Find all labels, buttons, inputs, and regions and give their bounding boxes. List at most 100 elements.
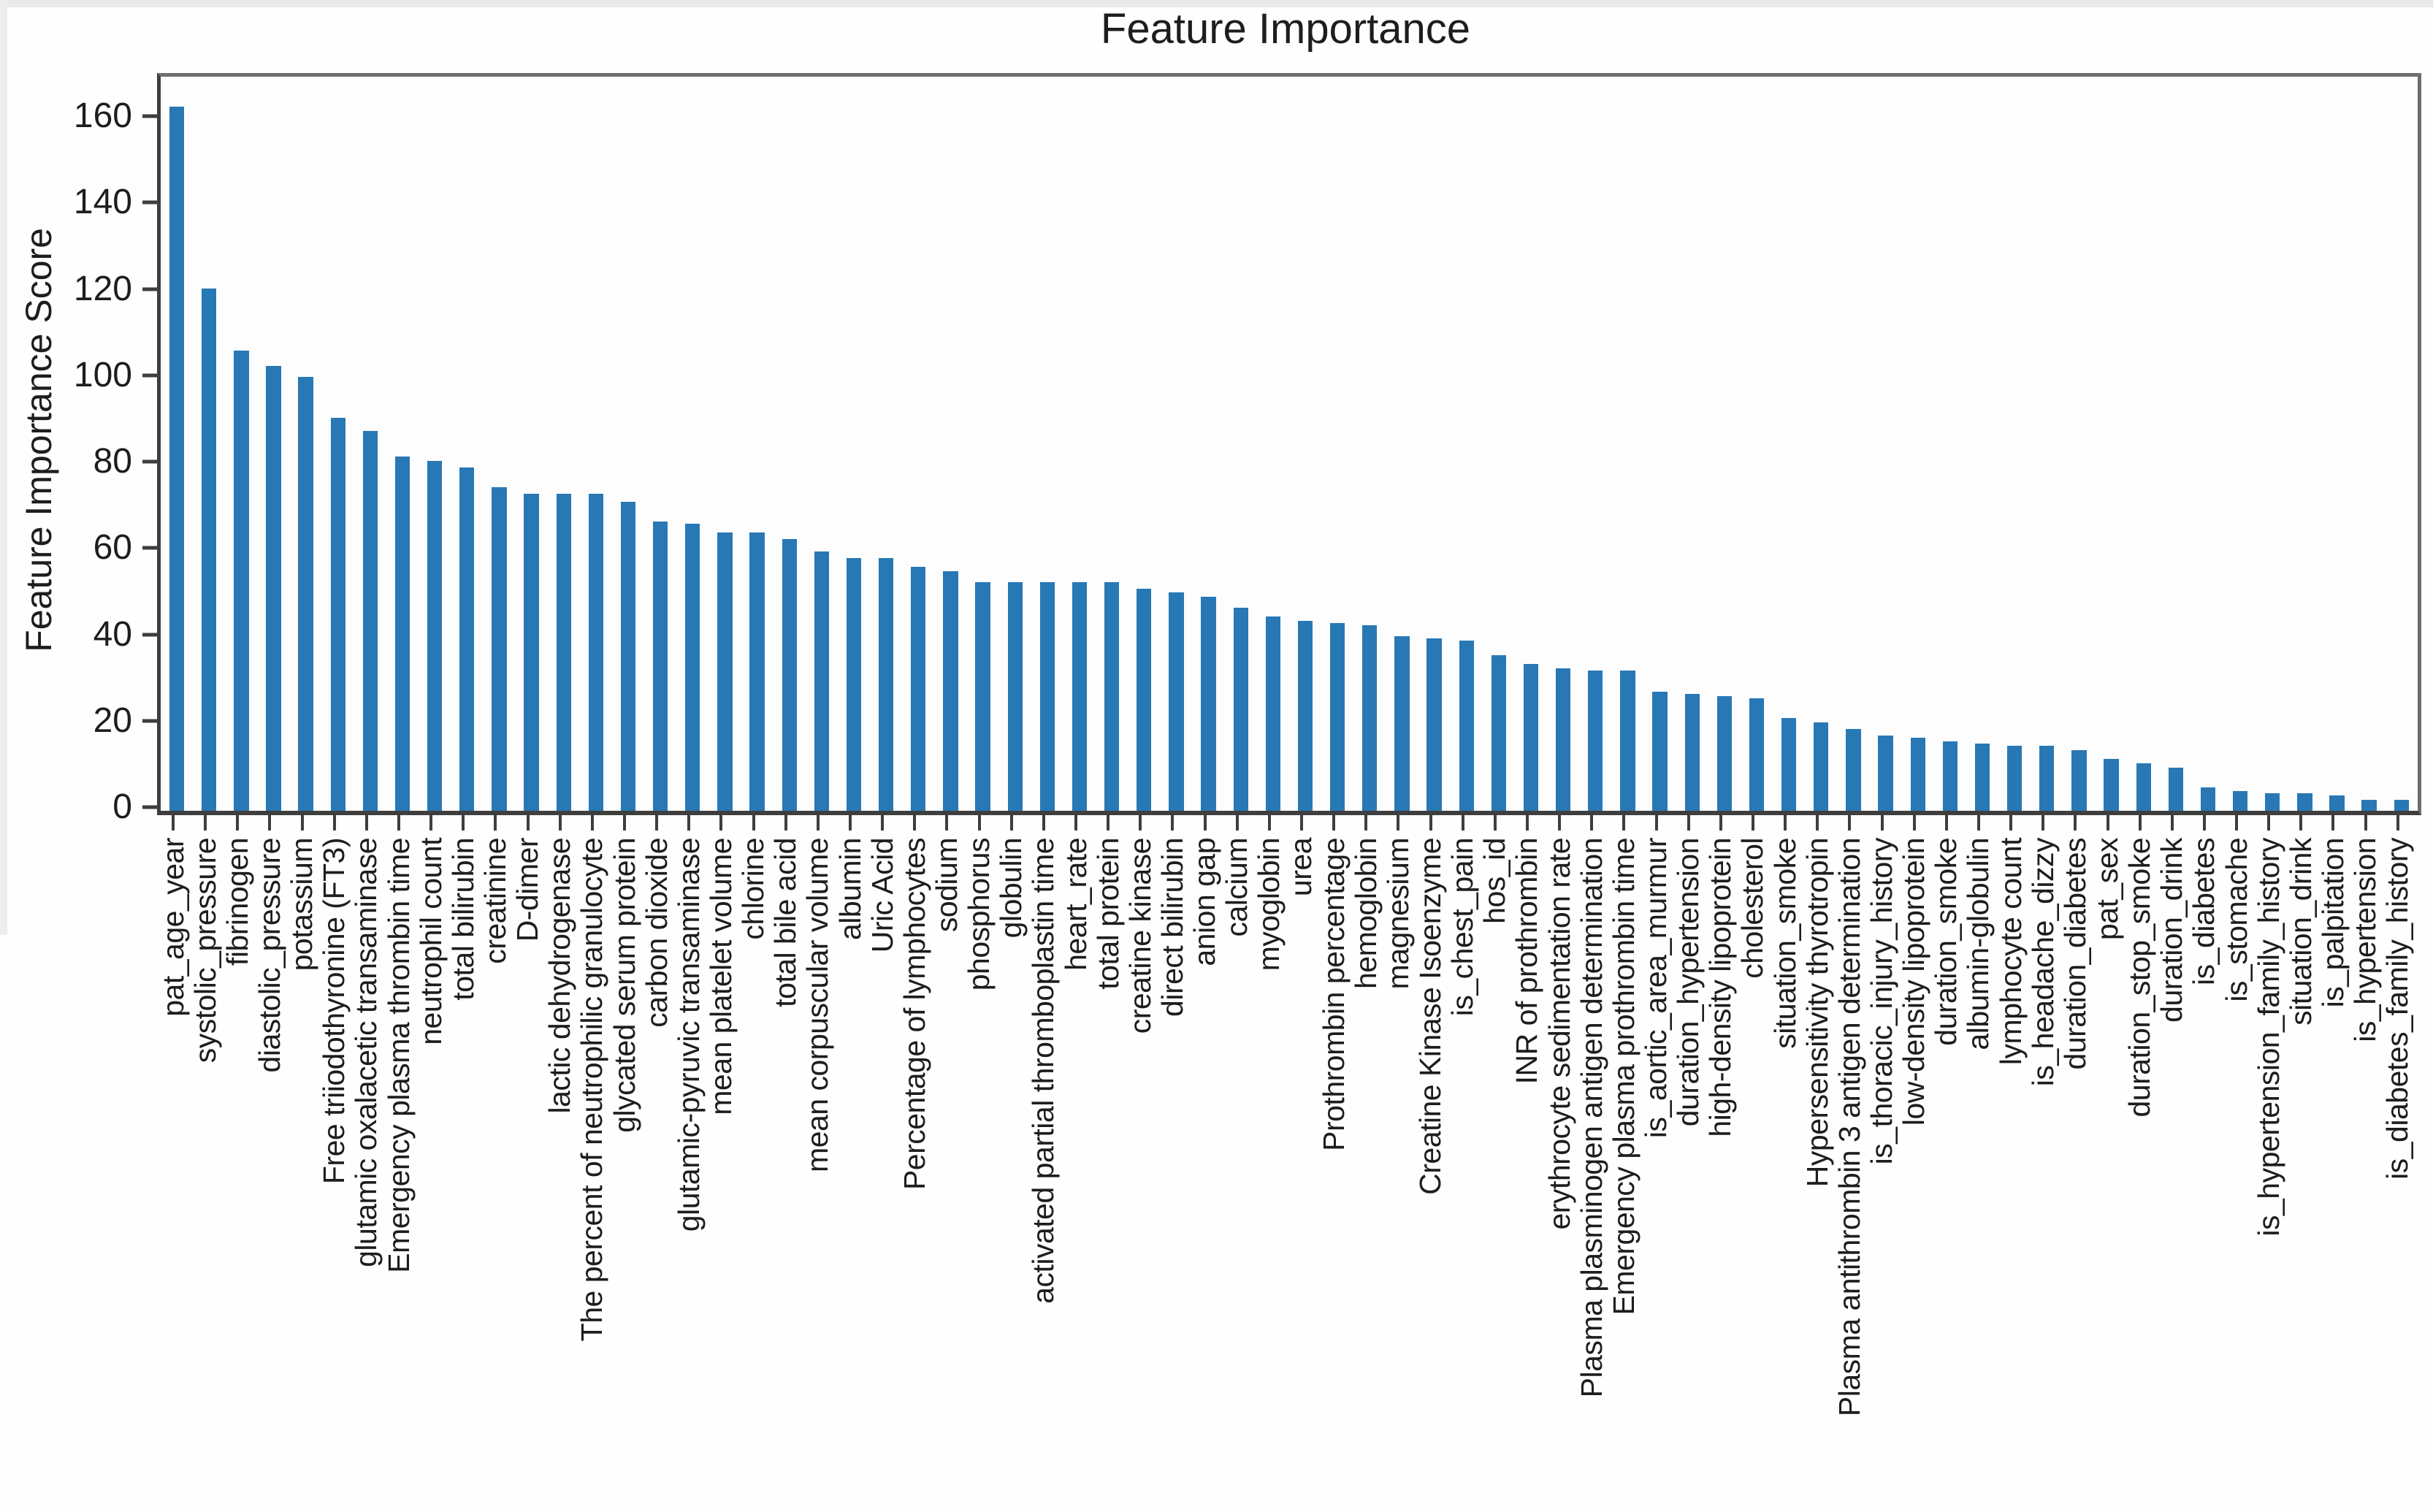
x-tick xyxy=(1267,812,1271,831)
x-category: systolic_pressure xyxy=(188,812,222,1498)
x-tick-label: is_chest_pain xyxy=(1445,838,1480,1017)
x-tick xyxy=(1364,812,1368,831)
x-tick-label: is_aortic_area_murmur xyxy=(1639,838,1673,1139)
x-tick-label: Free triiodothyronine (FT3) xyxy=(317,838,351,1185)
x-category: pat_age_year xyxy=(156,812,190,1498)
bar xyxy=(653,521,668,811)
x-tick-label: fibrinogen xyxy=(220,838,254,966)
x-tick xyxy=(2299,812,2303,831)
x-tick xyxy=(2364,812,2367,831)
x-tick-label: duration_smoke xyxy=(1929,838,1963,1046)
bar-column xyxy=(806,77,838,811)
bar-column xyxy=(1676,77,1708,811)
x-category: direct bilirubin xyxy=(1155,812,1189,1498)
x-tick-label: neutrophil count xyxy=(413,838,448,1045)
bar xyxy=(2136,763,2151,811)
bar xyxy=(1394,635,1410,811)
bar xyxy=(1846,728,1861,811)
x-tick xyxy=(1203,812,1207,831)
x-tick-label: direct bilirubin xyxy=(1155,838,1189,1017)
x-tick xyxy=(462,812,465,831)
x-tick-label: is_palpitation xyxy=(2315,838,2350,1008)
x-tick-label: situation_smoke xyxy=(1768,838,1802,1049)
bar xyxy=(620,502,636,811)
x-category: duration_drink xyxy=(2155,812,2189,1498)
x-tick-label: total bilirubin xyxy=(446,838,480,1001)
x-tick xyxy=(1816,812,1819,831)
bar xyxy=(2394,800,2409,811)
x-tick-label: systolic_pressure xyxy=(188,838,222,1064)
x-tick-label: The percent of neutrophilic granulocyte xyxy=(575,838,609,1342)
x-tick xyxy=(2074,812,2077,831)
x-tick-label: Emergency plasma thrombin time xyxy=(381,838,416,1273)
x-tick xyxy=(204,812,207,831)
bar xyxy=(1684,694,1700,811)
bar-column xyxy=(676,77,708,811)
x-category: glycated serum protein xyxy=(608,812,641,1498)
x-tick xyxy=(1751,812,1754,831)
bar xyxy=(202,288,217,811)
bar-column xyxy=(386,77,419,811)
x-tick-label: duration_drink xyxy=(2155,838,2189,1023)
x-category: chlorine xyxy=(736,812,771,1498)
x-tick-label: lymphocyte count xyxy=(1993,838,2028,1066)
bar xyxy=(298,376,313,811)
bar-column xyxy=(644,77,676,811)
bar xyxy=(2168,767,2183,811)
bar xyxy=(169,107,185,811)
x-tick-label: Creatine Kinase Isoenzyme xyxy=(1413,838,1448,1195)
bar-column xyxy=(1515,77,1547,811)
bar xyxy=(556,493,571,811)
x-tick-label: is_diabetes xyxy=(2187,838,2221,985)
x-category: is_stomache xyxy=(2220,812,2253,1498)
bar-column xyxy=(1160,77,1192,811)
x-tick xyxy=(172,812,175,831)
x-tick xyxy=(816,812,820,831)
x-tick-label: calcium xyxy=(1220,838,1254,937)
bar xyxy=(427,461,443,811)
y-axis: 0 20 40 60 80 100 120 140 160 xyxy=(40,73,157,825)
y-tick xyxy=(142,719,157,723)
bar-column xyxy=(1966,77,1998,811)
x-tick-label: Percentage of lymphocytes xyxy=(897,838,931,1191)
x-tick xyxy=(2138,812,2142,831)
bar xyxy=(1910,737,1925,811)
x-category: heart_rate xyxy=(1059,812,1093,1498)
x-tick-label: urea xyxy=(1284,838,1318,897)
x-tick xyxy=(2041,812,2045,831)
x-tick-label: chlorine xyxy=(736,838,771,940)
x-tick xyxy=(2009,812,2013,831)
x-tick xyxy=(623,812,627,831)
bar xyxy=(2297,793,2312,811)
bar-column xyxy=(2288,77,2321,811)
x-tick xyxy=(332,812,336,831)
bar-column xyxy=(1611,77,1643,811)
bar xyxy=(1491,655,1506,811)
x-tick xyxy=(1461,812,1464,831)
bar-column xyxy=(1128,77,1160,811)
x-category: mean platelet volume xyxy=(704,812,738,1498)
x-tick-label: creatinine xyxy=(478,838,512,964)
x-tick-label: phosphorus xyxy=(962,838,996,991)
x-tick xyxy=(2170,812,2174,831)
x-tick xyxy=(590,812,594,831)
bar-column xyxy=(1031,77,1063,811)
x-category: magnesium xyxy=(1381,812,1415,1498)
x-category: duration_stop_smoke xyxy=(2123,812,2156,1498)
bar-column xyxy=(612,77,644,811)
bar-column xyxy=(322,77,354,811)
x-category: Hypersensitivity thyrotropin xyxy=(1800,812,1834,1498)
x-category: sodium xyxy=(930,812,963,1498)
x-tick-label: globulin xyxy=(994,838,1028,939)
bar-column xyxy=(1643,77,1676,811)
x-tick xyxy=(1525,812,1529,831)
x-tick xyxy=(429,812,433,831)
x-category: INR of prothrombin xyxy=(1510,812,1543,1498)
x-tick xyxy=(1784,812,1787,831)
x-tick xyxy=(1139,812,1142,831)
bar-column xyxy=(2128,77,2160,811)
bar-column xyxy=(2031,77,2063,811)
page-left-edge xyxy=(0,0,7,935)
bar xyxy=(330,418,345,811)
x-tick xyxy=(1171,812,1175,831)
